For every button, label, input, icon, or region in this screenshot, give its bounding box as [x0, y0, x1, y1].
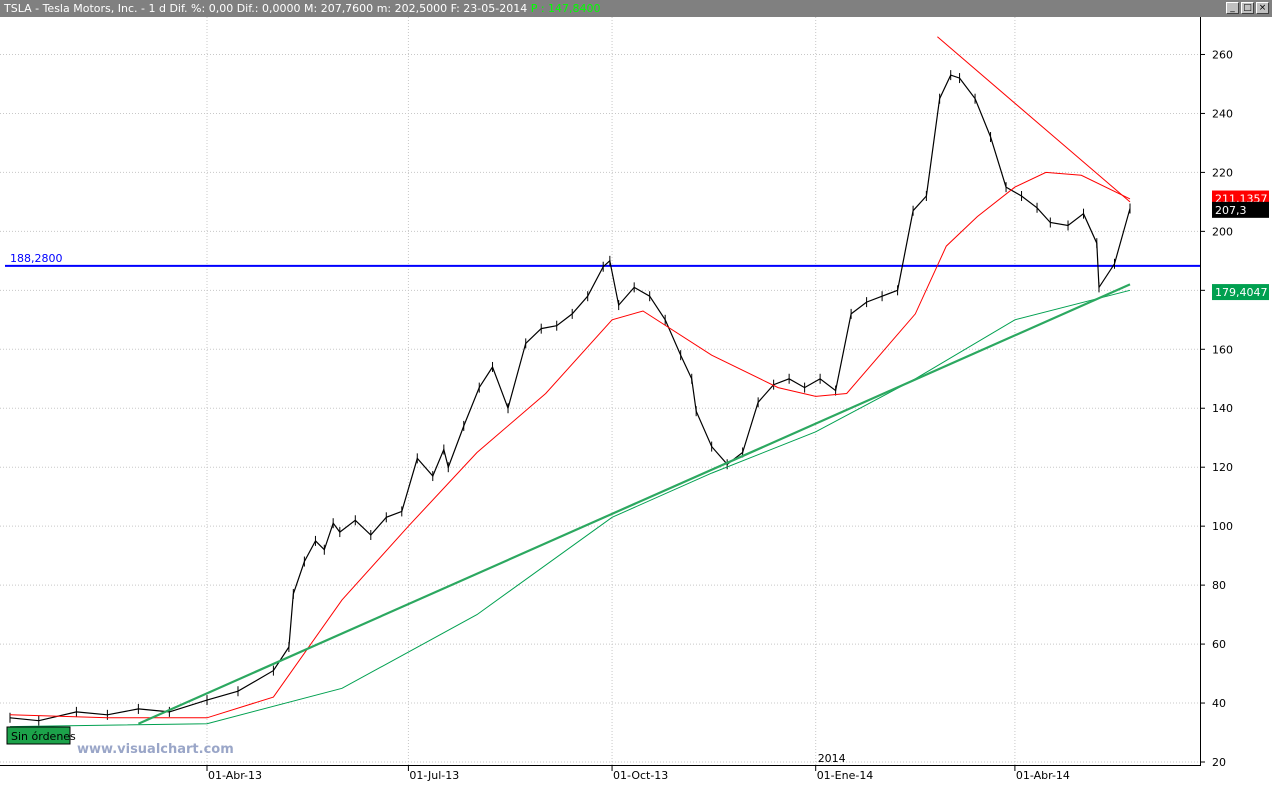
y-tick-label: 260 — [1212, 48, 1233, 61]
x-tick-label: 01-Abr-13 — [208, 769, 262, 782]
series-price — [9, 74, 1131, 722]
y-tick-label: 120 — [1212, 461, 1233, 474]
y-tick-label: 20 — [1212, 756, 1226, 769]
chart-series: 188,2800 — [5, 36, 1200, 728]
series-ma-long — [9, 289, 1131, 728]
title-date: F: 23-05-2014 — [450, 2, 528, 15]
y-tick-label: 140 — [1212, 402, 1233, 415]
title-symbol: TSLA — [4, 2, 32, 15]
status-label: Sin órdenes — [11, 730, 76, 743]
x-tick-label: 01-Abr-14 — [1016, 769, 1070, 782]
x-tick-label: 01-Ene-14 — [817, 769, 874, 782]
title-dif-pct: Dif. %: 0,00 — [169, 2, 234, 15]
x-axis: 01-Abr-13 01-Jul-13 01-Oct-13 01-Ene-14 01-A… — [206, 752, 1070, 782]
price-chart[interactable]: 20406080100120140160180200220240260 01-A… — [0, 17, 1272, 785]
minimize-button[interactable]: _ — [1226, 2, 1239, 14]
y-tick-label: 240 — [1212, 107, 1233, 120]
horizontal-line-label: 188,2800 — [10, 252, 63, 265]
title-dif: Dif.: 0,0000 — [236, 2, 301, 15]
title-bar: TSLA - Tesla Motors, Inc. - 1 d Dif. %: … — [0, 0, 1272, 17]
status-box — [6, 726, 71, 745]
y-tick-label: 80 — [1212, 579, 1226, 592]
title-max: M: 207,7600 — [304, 2, 374, 15]
maximize-button[interactable]: □ — [1241, 2, 1254, 14]
year-marker: 2014 — [818, 752, 846, 765]
x-tick-label: 01-Jul-13 — [409, 769, 459, 782]
y-tick-label: 40 — [1212, 697, 1226, 710]
y-tick-label: 60 — [1212, 638, 1226, 651]
price-label-box — [1212, 201, 1269, 218]
series-resistance-line — [937, 36, 1131, 203]
series-trend-line — [137, 283, 1131, 725]
chart-grid — [0, 17, 1200, 765]
y-tick-label: 160 — [1212, 343, 1233, 356]
y-tick-label: 200 — [1212, 225, 1233, 238]
price-label: 207,3 — [1215, 204, 1247, 217]
y-axis: 20406080100120140160180200220240260 — [1200, 48, 1233, 769]
title-last-price: P : 147,8400 — [530, 2, 601, 15]
close-button[interactable]: × — [1256, 2, 1269, 14]
series-ma-short — [9, 171, 1131, 719]
x-tick-label: 01-Oct-13 — [613, 769, 668, 782]
x-axis-line — [0, 765, 1201, 766]
price-label-box — [1212, 284, 1269, 301]
y-axis-line — [1200, 17, 1201, 765]
y-tick-label: 100 — [1212, 520, 1233, 533]
y-tick-label: 220 — [1212, 166, 1233, 179]
title-timeframe: 1 d — [148, 2, 166, 15]
price-label: 179,4047 — [1215, 286, 1268, 299]
title-min: m: 202,5000 — [376, 2, 448, 15]
title-name: Tesla Motors, Inc. — [42, 2, 138, 15]
watermark: www.visualchart.com — [77, 742, 234, 757]
